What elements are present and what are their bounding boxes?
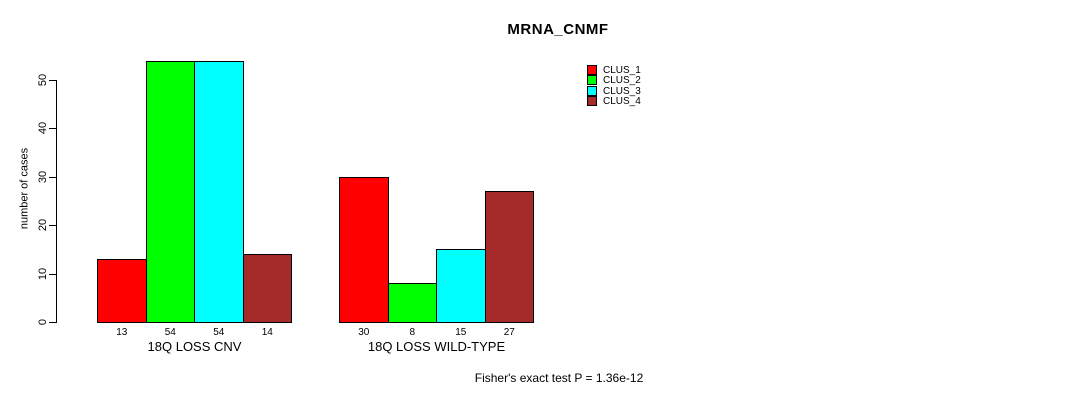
y-axis-line — [56, 80, 57, 323]
bar-clus_4-group1 — [242, 254, 292, 323]
legend-label: CLUS_2 — [603, 75, 641, 87]
y-axis-tick — [49, 273, 56, 275]
y-axis-tick — [49, 128, 56, 130]
legend-swatch-clus_1 — [587, 65, 597, 75]
legend-label: CLUS_3 — [603, 85, 641, 97]
bar-clus_3-group2 — [436, 249, 486, 323]
chart-title: MRNA_CNMF — [507, 21, 609, 38]
y-axis-title: number of cases — [18, 147, 31, 230]
y-axis-tick — [49, 176, 56, 178]
bar-value-label: 13 — [116, 327, 128, 338]
x-category-label: 18Q LOSS WILD-TYPE — [367, 339, 506, 354]
x-category-label: 18Q LOSS CNV — [147, 339, 242, 354]
stat-annotation: Fisher's exact test P = 1.36e-12 — [474, 371, 644, 385]
legend-label: CLUS_4 — [603, 96, 641, 108]
bar-clus_2-group2 — [387, 283, 437, 323]
y-axis-tick-label: 20 — [37, 219, 49, 232]
legend-swatch-clus_2 — [587, 75, 597, 86]
bar-clus_1-group1 — [97, 259, 147, 323]
bar-value-label: 54 — [164, 327, 176, 338]
bar-clus_3-group1 — [194, 60, 244, 323]
bar-clus_1-group2 — [339, 176, 389, 323]
bar-value-label: 54 — [213, 327, 225, 338]
bar-value-label: 8 — [409, 327, 416, 338]
y-axis-tick — [49, 225, 56, 227]
bar-value-label: 30 — [358, 327, 370, 338]
y-axis-tick-label: 10 — [37, 267, 49, 280]
bar-value-label: 15 — [455, 327, 467, 338]
y-axis-tick-label: 30 — [37, 170, 49, 183]
y-axis-tick — [49, 322, 56, 323]
bar-value-label: 27 — [503, 327, 515, 338]
bar-value-label: 14 — [261, 327, 273, 338]
bar-clus_2-group1 — [145, 60, 195, 323]
legend-label: CLUS_1 — [603, 65, 641, 76]
y-axis-tick-label: 40 — [37, 122, 49, 135]
y-axis-tick-label: 50 — [37, 73, 49, 87]
legend-swatch-clus_3 — [587, 85, 597, 96]
legend-swatch-clus_4 — [587, 96, 597, 107]
y-axis-tick — [49, 80, 56, 81]
bar-clus_4-group2 — [484, 191, 534, 323]
y-axis-tick-label: 0 — [37, 318, 49, 326]
